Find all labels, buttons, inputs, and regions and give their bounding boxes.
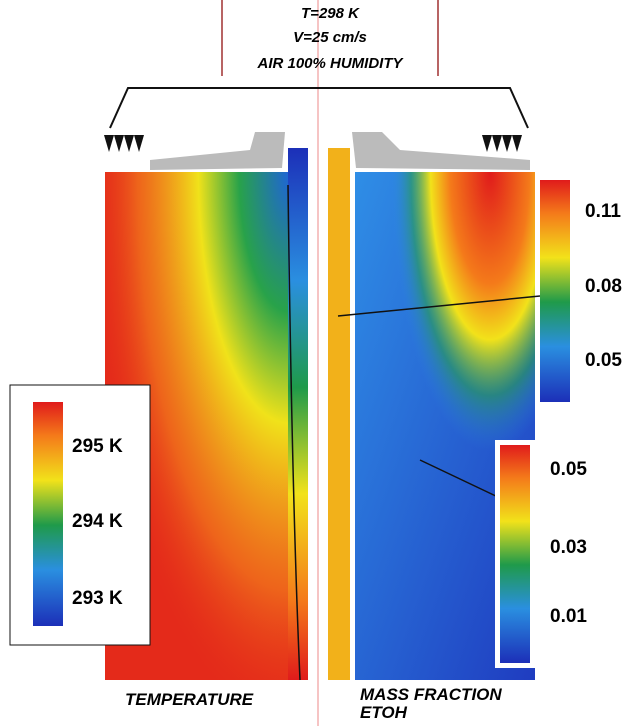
colorbar-label: 0.01 <box>550 606 587 627</box>
header-line: V=25 cm/s <box>293 29 367 46</box>
header-line: T=298 K <box>301 5 360 22</box>
caption: MASS FRACTION <box>360 685 502 704</box>
header-line: AIR 100% HUMIDITY <box>256 55 404 72</box>
colorbar <box>540 180 570 402</box>
colorbar-label: 0.11 <box>585 201 621 222</box>
colorbar-label: 295 K <box>72 436 123 457</box>
colorbar <box>33 402 63 626</box>
figure: T=298 K V=25 cm/s AIR 100% HUMIDITY 295 … <box>0 0 639 726</box>
colorbar-label: 0.08 <box>585 276 622 297</box>
inlet-bracket <box>110 88 528 128</box>
colorbar-label: 0.05 <box>550 459 587 480</box>
colorbar <box>500 445 530 663</box>
film-strip <box>288 148 308 680</box>
inlet-arrows <box>104 135 522 152</box>
center-strip <box>328 148 350 680</box>
caption: ETOH <box>360 703 408 722</box>
caption: TEMPERATURE <box>125 690 254 709</box>
colorbar-label: 293 K <box>72 588 123 609</box>
colorbar-label: 294 K <box>72 511 123 532</box>
colorbar-label: 0.05 <box>585 350 622 371</box>
nozzle <box>150 132 285 170</box>
colorbar-label: 0.03 <box>550 537 587 558</box>
